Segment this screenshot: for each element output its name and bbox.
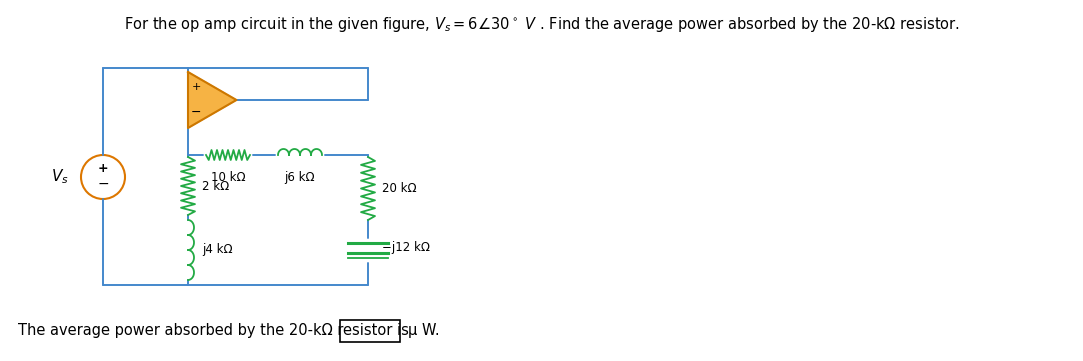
Text: +: + [192,82,200,92]
Bar [340,320,400,342]
Text: j6 kΩ: j6 kΩ [285,171,315,184]
Text: −j12 kΩ: −j12 kΩ [382,242,430,255]
Text: μ W.: μ W. [408,322,440,338]
Text: For the op amp circuit in the given figure, $V_s = 6\angle 30^\circ\ V$ . Find t: For the op amp circuit in the given figu… [125,15,960,34]
Polygon shape [188,72,236,128]
Text: 2 kΩ: 2 kΩ [203,179,230,192]
Text: 10 kΩ: 10 kΩ [211,171,246,184]
Text: −: − [97,177,108,191]
Text: The average power absorbed by the 20-kΩ resistor is: The average power absorbed by the 20-kΩ … [18,322,409,338]
Text: j4 kΩ: j4 kΩ [203,244,233,257]
Text: −: − [191,106,201,119]
Text: $V_s$: $V_s$ [51,168,69,186]
Text: 20 kΩ: 20 kΩ [382,182,417,195]
Text: +: + [97,162,108,175]
